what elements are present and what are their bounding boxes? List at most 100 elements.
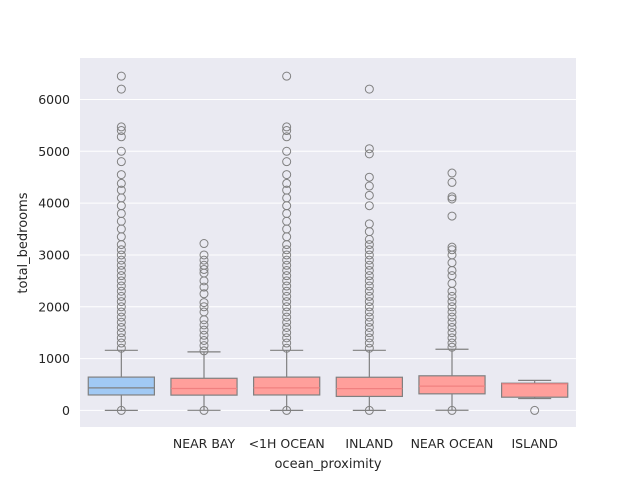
outlier-point: [282, 302, 292, 312]
y-tick-label: 1000: [38, 351, 70, 366]
x-tick-label: INLAND: [345, 436, 393, 451]
outlier-point: [447, 342, 457, 352]
outlier-point: [364, 317, 374, 327]
outlier-point: [282, 276, 292, 286]
outlier-point: [447, 328, 457, 338]
x-tick-label: NEAR OCEAN: [411, 436, 494, 451]
outlier-point: [282, 405, 292, 415]
outlier-point: [199, 307, 209, 317]
box-iqr: [253, 376, 321, 396]
outlier-point: [282, 333, 292, 343]
outlier-point: [116, 146, 126, 156]
outlier-point: [364, 181, 374, 191]
outlier-point: [116, 297, 126, 307]
outlier-point: [199, 302, 209, 312]
outlier-point: [116, 132, 126, 142]
outlier-point: [116, 260, 126, 270]
y-tick-label: 5000: [38, 144, 70, 159]
box-iqr: [335, 376, 403, 398]
outlier-point: [282, 157, 292, 167]
outlier-point: [447, 168, 457, 178]
outlier-point: [282, 255, 292, 265]
outlier-point: [116, 405, 126, 415]
outlier-point: [199, 239, 209, 249]
outlier-point: [447, 245, 457, 255]
y-tick-label: 6000: [38, 92, 70, 107]
outlier-point: [364, 149, 374, 159]
outlier-point: [199, 250, 209, 260]
outlier-point: [530, 405, 540, 415]
x-tick-label: <1H OCEAN: [249, 436, 325, 451]
outlier-point: [447, 211, 457, 221]
outlier-point: [199, 346, 209, 356]
outlier-point: [116, 302, 126, 312]
outlier-point: [116, 126, 126, 136]
y-tick-label: 4000: [38, 196, 70, 211]
x-tick-labels: NEAR BAY <1H OCEAN INLAND NEAR OCEAN ISLAND: [173, 436, 558, 451]
outlier-point: [447, 312, 457, 322]
outlier-point: [447, 322, 457, 332]
outlier-point: [116, 286, 126, 296]
outlier-point: [116, 343, 126, 353]
outlier-point: [447, 338, 457, 348]
outlier-point: [282, 126, 292, 136]
outlier-point: [447, 297, 457, 307]
outlier-point: [116, 84, 126, 94]
box-iqr: [87, 376, 156, 396]
outlier-point: [282, 291, 292, 301]
outlier-point: [116, 250, 126, 260]
outlier-point: [364, 245, 374, 255]
outlier-point: [199, 325, 209, 335]
outlier-point: [116, 317, 126, 327]
outlier-point: [364, 286, 374, 296]
outlier-point: [116, 122, 126, 132]
y-gridlines: [80, 98, 576, 411]
y-axis-title: total_bedrooms: [16, 192, 31, 293]
outlier-point: [364, 219, 374, 229]
outlier-point: [282, 260, 292, 270]
outlier-point: [116, 312, 126, 322]
y-tick-label: 2000: [38, 299, 70, 314]
outlier-point: [282, 71, 292, 81]
outlier-point: [282, 317, 292, 327]
outlier-point: [364, 405, 374, 415]
box-iqr: [170, 377, 238, 396]
outlier-point: [447, 302, 457, 312]
outlier-point: [447, 307, 457, 317]
outlier-point: [364, 240, 374, 250]
box-group: [253, 71, 321, 415]
outlier-point: [282, 312, 292, 322]
outlier-point: [282, 338, 292, 348]
outlier-point: [282, 265, 292, 275]
outlier-point: [282, 170, 292, 180]
outlier-point: [364, 343, 374, 353]
outlier-point: [364, 265, 374, 275]
outlier-point: [282, 250, 292, 260]
outlier-point: [447, 291, 457, 301]
y-tick-label: 0: [62, 403, 70, 418]
outlier-point: [282, 297, 292, 307]
box-series: [87, 71, 569, 415]
outlier-point: [282, 132, 292, 142]
x-axis-title: ocean_proximity: [274, 457, 381, 472]
outlier-point: [364, 255, 374, 265]
outlier-point: [364, 201, 374, 211]
y-tick-labels: 0 1000 2000 3000 4000 5000 6000: [38, 92, 70, 418]
outlier-point: [199, 298, 209, 308]
outlier-point: [364, 291, 374, 301]
outlier-point: [199, 255, 209, 265]
outlier-point: [116, 178, 126, 188]
outlier-point: [282, 146, 292, 156]
outlier-point: [116, 333, 126, 343]
outlier-point: [364, 276, 374, 286]
outlier-point: [364, 250, 374, 260]
outlier-point: [282, 178, 292, 188]
box-group: [87, 71, 156, 415]
outlier-point: [116, 71, 126, 81]
outlier-point: [199, 405, 209, 415]
outlier-point: [364, 271, 374, 281]
outlier-point: [364, 281, 374, 291]
outlier-point: [116, 170, 126, 180]
outlier-point: [364, 297, 374, 307]
